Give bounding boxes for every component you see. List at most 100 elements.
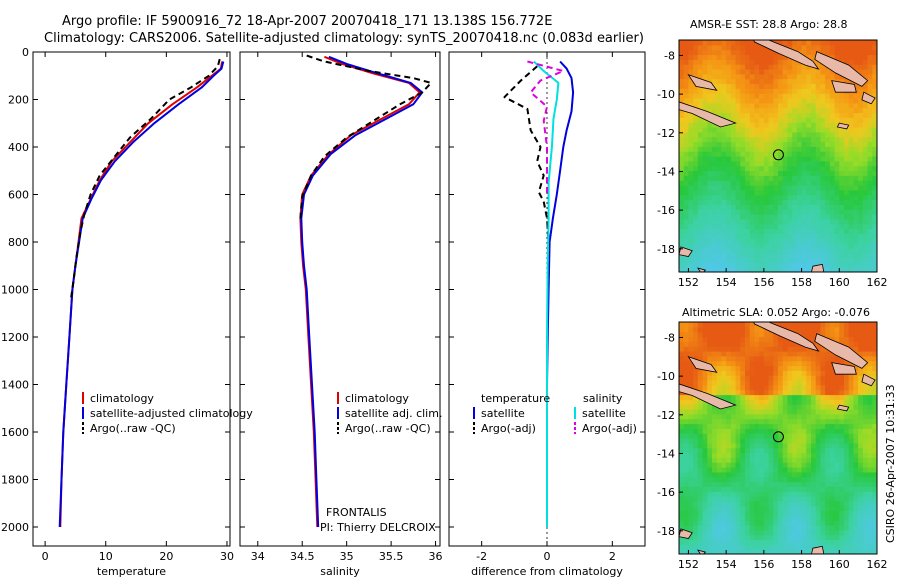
side-timestamp-label: CSIRO 26-Apr-2007 10:31:33 [884,384,897,543]
plot-frame [239,51,441,547]
map-y-tick-label: -16 [657,204,675,217]
island-shape [697,549,707,554]
legend-label-sal-argo: Argo(-adj) [582,422,637,435]
title-line-2: Climatology: CARS2006. Satellite-adjuste… [44,31,644,46]
map-y-tick-label: -18 [657,243,675,256]
x-tick-label: 34.5 [290,550,315,563]
x-axis-label: salinity [320,565,360,578]
map-x-tick-label: 160 [829,558,850,571]
island-shape [687,74,718,91]
map-frame [678,39,878,273]
island-shape [836,404,850,412]
series-line-argo-raw-qc [69,58,221,302]
difference-legend: temperature salinity satellite Argo(-adj… [473,392,637,435]
island-shape [861,91,876,105]
y-tick-label: 200 [8,94,29,107]
legend-label-temp-satellite: satellite [481,407,525,420]
argo-position-marker [772,149,784,161]
x-tick-label: 30 [220,550,234,563]
island-shape [814,51,869,87]
island-shape [831,80,857,93]
map-x-tick-label: 156 [753,276,774,289]
x-tick-label: 0 [42,550,49,563]
map-x-tick-label: 162 [867,276,888,289]
salinity-panel: 34 34.5 35 35.5 36 salinity [239,51,443,578]
argo-position-marker [772,431,784,443]
island-shape [679,101,737,128]
x-tick-label: 35 [340,550,354,563]
y-tick-label: 0 [22,46,29,59]
sla-map-title: Altimetric SLA: 0.052 Argo: -0.076 [682,306,870,319]
map-y-tick-label: -8 [664,49,675,62]
y-tick-label: 400 [8,141,29,154]
y-tick-label: 600 [8,189,29,202]
x-tick-label: 36 [429,550,443,563]
y-tick-label: 1800 [1,474,29,487]
title-line-1: Argo profile: IF 5900916_72 18-Apr-2007 … [62,14,552,29]
series-line-satellite-adj-clim [300,55,424,528]
island-shape [836,122,850,130]
island-shape [861,373,876,387]
island-shape [753,40,820,70]
map-x-tick-label: 152 [678,276,699,289]
x-tick-label: 34 [251,550,265,563]
x-tick-label: 35.5 [379,550,404,563]
series-line-salinity-argo-adj [527,60,565,195]
legend-label-sal-satellite: satellite [582,407,626,420]
legend-label-argo: Argo(..raw -QC) [90,422,176,435]
map-y-tick-label: -14 [657,447,675,460]
island-shape [811,545,825,554]
legend-label-climatology: climatology [345,392,409,405]
map-x-tick-label: 154 [716,276,737,289]
x-axis-label: difference from climatology [471,565,623,578]
map-x-tick-label: 160 [829,276,850,289]
map-y-tick-label: -18 [657,525,675,538]
x-tick-label: -2 [476,550,487,563]
y-tick-label: 1400 [1,379,29,392]
salinity-legend: climatology satellite adj. clim. Argo(..… [320,392,442,534]
annotation-pi: PI: Thierry DELCROIX [320,521,436,534]
sst-map: 152 154 156 158 160 162 -8 -10 -12 -14 -16 -18 [657,39,888,289]
map-x-tick-label: 158 [791,276,812,289]
map-y-tick-label: -10 [657,370,675,383]
map-x-tick-label: 158 [791,558,812,571]
y-tick-label: 1000 [1,284,29,297]
legend-label-argo: Argo(..raw -QC) [345,422,431,435]
difference-panel: -2 0 2 difference from climatology [448,51,646,578]
y-tick-label: 1600 [1,426,29,439]
series-line-argo-raw-qc [299,54,433,219]
map-x-tick-label: 154 [716,558,737,571]
legend-label-climatology: climatology [90,392,154,405]
legend-label-satellite: satellite-adjusted climatology [90,407,253,420]
y-tick-label: 1200 [1,331,29,344]
map-y-tick-label: -12 [657,127,675,140]
island-shape [687,356,718,373]
x-tick-label: 0 [544,550,551,563]
coastline [679,40,876,272]
x-tick-label: 2 [609,550,616,563]
series-line-satellite-adjusted-climatology [58,61,225,528]
legend-group-temperature: temperature [481,392,550,405]
island-shape [811,263,825,272]
island-shape [697,267,707,272]
temperature-panel: 0 10 20 30 0 200 400 600 800 1000 1200 1400 1600 1800… [1,46,234,578]
map-x-tick-label: 152 [678,558,699,571]
island-shape [679,383,737,410]
plot-frame [32,51,231,547]
map-y-tick-label: -14 [657,165,675,178]
legend-label-temp-argo: Argo(-adj) [481,422,536,435]
series-line-salinity-satellite [533,60,560,527]
map-x-tick-label: 156 [753,558,774,571]
island-shape [814,333,869,369]
map-field [679,40,877,272]
x-tick-label: 10 [99,550,113,563]
legend-group-salinity: salinity [583,392,623,405]
legend-label-satellite: satellite adj. clim. [345,407,442,420]
sst-map-title: AMSR-E SST: 28.8 Argo: 28.8 [690,18,848,31]
island-shape [831,362,857,375]
coastline [679,322,876,554]
x-axis-label: temperature [97,565,166,578]
annotation-frontalis: FRONTALIS [326,506,387,519]
map-y-tick-label: -12 [657,409,675,422]
y-tick-label: 2000 [1,521,29,534]
